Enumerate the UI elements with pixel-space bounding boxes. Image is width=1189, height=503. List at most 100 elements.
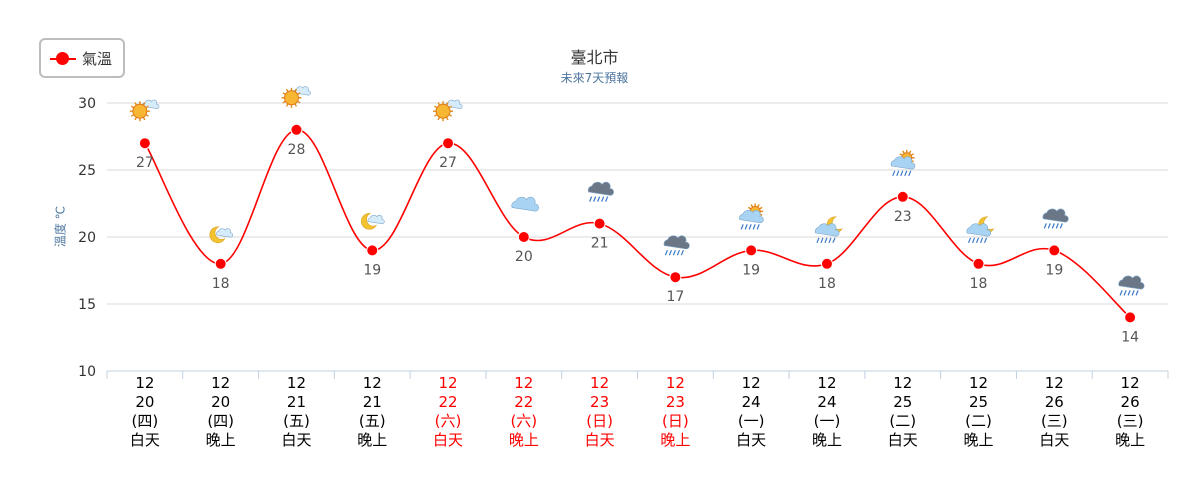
rain-drop bbox=[1127, 290, 1131, 296]
rain-drop bbox=[601, 196, 605, 202]
x-tick-text: 12 bbox=[1121, 374, 1140, 392]
rain-drop bbox=[748, 224, 752, 230]
data-point[interactable] bbox=[1048, 244, 1061, 257]
x-tick-text: 12 bbox=[1045, 374, 1064, 392]
data-point[interactable] bbox=[138, 137, 151, 150]
x-tick-text: 白天 bbox=[585, 431, 615, 449]
legend-item-temperature[interactable]: 氣溫 bbox=[39, 38, 125, 78]
rain-drop bbox=[820, 237, 824, 244]
sun-ray bbox=[145, 105, 149, 109]
cloud-shape bbox=[293, 86, 311, 96]
x-tick-text: 12 bbox=[135, 374, 154, 392]
sun-ray bbox=[448, 114, 453, 117]
rain-drop bbox=[824, 237, 828, 244]
data-label: 17 bbox=[666, 289, 684, 305]
sun-ray bbox=[448, 105, 453, 109]
data-point[interactable] bbox=[745, 244, 758, 257]
rain-drop bbox=[967, 237, 972, 244]
data-point[interactable] bbox=[1124, 311, 1137, 324]
sun-ray bbox=[445, 116, 449, 121]
data-point[interactable] bbox=[669, 271, 682, 284]
rain-drop bbox=[908, 170, 912, 177]
x-tick-text: 25 bbox=[893, 393, 912, 411]
cloud-shape bbox=[1118, 275, 1145, 290]
rain-drop bbox=[896, 170, 900, 177]
rain-drop bbox=[1047, 223, 1051, 229]
x-tick-text: 22 bbox=[514, 393, 533, 411]
sun-ray bbox=[282, 100, 286, 104]
sun-ray bbox=[910, 153, 915, 156]
moon-shape bbox=[209, 226, 226, 244]
x-tick-text: 白天 bbox=[888, 431, 918, 449]
data-point[interactable] bbox=[214, 257, 227, 270]
x-tick-text: 晚上 bbox=[964, 431, 994, 449]
sun-disc bbox=[435, 103, 451, 119]
data-point[interactable] bbox=[593, 217, 606, 230]
sun-ray bbox=[285, 88, 289, 93]
data-point[interactable] bbox=[972, 257, 985, 270]
sun-ray bbox=[142, 116, 146, 121]
x-tick-text: 白天 bbox=[433, 431, 463, 449]
data-point[interactable] bbox=[820, 257, 833, 270]
rain-drop bbox=[1055, 223, 1059, 229]
rain-drop bbox=[680, 249, 684, 256]
dark-cloud-rain-icon bbox=[663, 235, 690, 256]
x-tick-text: 12 bbox=[893, 374, 912, 392]
cloud-shape bbox=[890, 156, 916, 170]
rain-drop bbox=[900, 170, 904, 177]
x-tick-text: (三) bbox=[1041, 412, 1068, 430]
x-tick-text: 晚上 bbox=[660, 431, 690, 449]
x-tick-text: 白天 bbox=[281, 431, 311, 449]
x-tick-text: (五) bbox=[283, 412, 310, 430]
moon-cloud-icon bbox=[209, 226, 234, 244]
x-tick-text: 24 bbox=[742, 393, 761, 411]
data-point[interactable] bbox=[517, 231, 530, 243]
rain-drop bbox=[971, 237, 976, 244]
data-point[interactable] bbox=[290, 123, 303, 136]
x-tick-text: 23 bbox=[666, 393, 685, 411]
x-tick-text: 12 bbox=[590, 374, 609, 392]
x-tick-text: 23 bbox=[590, 393, 609, 411]
data-label: 28 bbox=[288, 142, 306, 158]
x-tick-text: 20 bbox=[135, 393, 154, 411]
x-tick-text: (二) bbox=[965, 412, 992, 430]
y-tick-label: 10 bbox=[78, 364, 96, 380]
cloud-shape bbox=[142, 99, 160, 109]
x-tick-text: (三) bbox=[1117, 412, 1144, 430]
sunny-partly-cloudy-icon bbox=[129, 99, 160, 122]
x-tick-text: 晚上 bbox=[812, 431, 842, 449]
y-tick-label: 30 bbox=[78, 96, 96, 112]
x-tick-text: 12 bbox=[211, 374, 230, 392]
sun-ray bbox=[134, 116, 137, 121]
chart-title: 臺北市 bbox=[570, 48, 619, 67]
data-point[interactable] bbox=[442, 137, 455, 150]
dark-cloud-rain-icon bbox=[1118, 275, 1145, 296]
legend-label: 氣溫 bbox=[82, 50, 113, 68]
rain-drop bbox=[979, 237, 984, 244]
x-tick-text: (日) bbox=[662, 412, 689, 430]
moon-cloud-rain-icon bbox=[814, 216, 843, 244]
data-label: 18 bbox=[970, 276, 988, 292]
x-tick-text: (五) bbox=[359, 412, 386, 430]
rain-drop bbox=[1059, 223, 1063, 229]
x-tick-text: 26 bbox=[1121, 393, 1140, 411]
x-tick-text: (一) bbox=[814, 412, 841, 430]
sunny-partly-cloudy-icon bbox=[281, 86, 311, 108]
rain-drop bbox=[756, 224, 760, 230]
data-point[interactable] bbox=[896, 190, 909, 203]
sun-ray bbox=[145, 114, 149, 117]
sun-ray bbox=[130, 114, 135, 117]
data-point[interactable] bbox=[366, 244, 379, 257]
cloud-shape bbox=[663, 235, 690, 250]
cloud-shape bbox=[367, 214, 385, 225]
x-tick-text: 12 bbox=[438, 374, 457, 392]
data-label: 18 bbox=[818, 276, 836, 292]
